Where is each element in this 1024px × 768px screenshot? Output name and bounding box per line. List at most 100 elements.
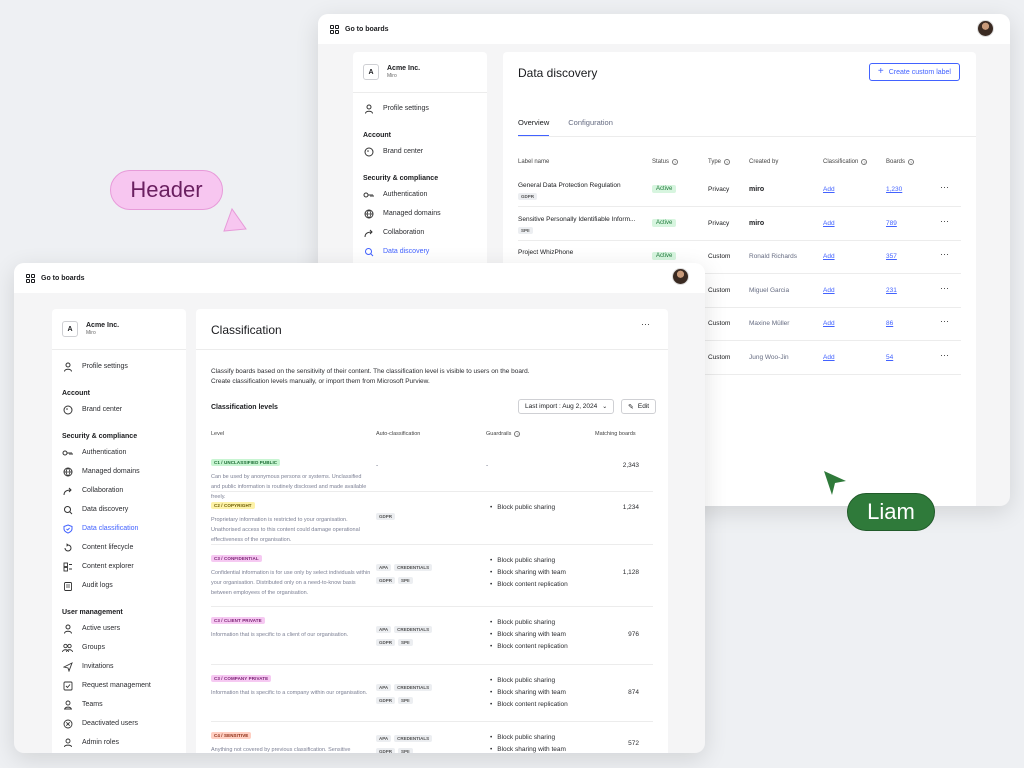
boards-count-link[interactable]: 54	[886, 353, 894, 361]
row-more-icon[interactable]: ···	[940, 249, 949, 259]
sidebar-item-label: Audit logs	[82, 582, 113, 589]
sidebar-item-authentication[interactable]: Authentication	[52, 443, 186, 462]
matching-boards-count: 1,128	[622, 569, 639, 576]
page-description: Classify boards based on the sensitivity…	[211, 367, 530, 387]
sidebar-item-authentication[interactable]: Authentication	[353, 185, 487, 204]
sidebar-item-label: Profile settings	[82, 363, 128, 370]
row-more-icon[interactable]: ···	[940, 349, 949, 360]
add-classification-link[interactable]: Add	[823, 320, 835, 327]
sidebar-item-brand-center[interactable]: Brand center	[353, 142, 487, 161]
avatar[interactable]	[672, 268, 689, 285]
sidebar-item-content-explorer[interactable]: Content explorer	[52, 557, 186, 576]
label-name[interactable]: Sensitive Personally Identifiable Inform…	[518, 215, 636, 223]
sidebar-item-data-classification[interactable]: Data classification	[52, 519, 186, 538]
sidebar-item-groups[interactable]: Groups	[52, 638, 186, 657]
sidebar-item-managed-domains[interactable]: Managed domains	[52, 462, 186, 481]
share-icon	[62, 485, 73, 496]
sidebar-item-active-users[interactable]: Active users	[52, 619, 186, 638]
sidebar-item-label: Request management	[82, 682, 151, 689]
sidebar-item-data-discovery[interactable]: Data discovery	[353, 242, 487, 261]
status-badge: Active	[652, 185, 677, 193]
top-bar: Go to boards	[318, 14, 1010, 44]
auto-tag: SPII	[398, 748, 413, 753]
more-options-icon[interactable]: ···	[641, 319, 650, 329]
boards-count-link[interactable]: 1,230	[886, 186, 903, 193]
classification-row[interactable]: C3 / COMPANY PRIVATE Information that is …	[211, 665, 653, 722]
import-select[interactable]: Last import : Aug 2, 2024 ⌄	[518, 399, 615, 414]
auto-tag: CREDENTIALS	[394, 564, 433, 571]
boards-count-link[interactable]: 231	[886, 286, 897, 294]
classification-row[interactable]: C3 / CONFIDENTIAL Confidential informatio…	[211, 545, 653, 607]
add-classification-link[interactable]: Add	[823, 219, 835, 227]
auto-tag: GDPR	[376, 748, 396, 753]
boards-count-link[interactable]: 86	[886, 320, 894, 327]
sidebar-item-deactivated-users[interactable]: Deactivated users	[52, 714, 186, 733]
boards-count-link[interactable]: 357	[886, 253, 897, 260]
add-classification-link[interactable]: Add	[823, 353, 835, 361]
label-tag: GDPR	[518, 193, 538, 200]
sidebar-item-teams[interactable]: Teams	[52, 695, 186, 714]
org-header[interactable]: A Acme Inc. Miro	[52, 309, 186, 350]
description-line-1: Classify boards based on the sensitivity…	[211, 368, 530, 375]
auto-tag: GDPR	[376, 513, 396, 520]
sidebar-item-invitations[interactable]: Invitations	[52, 657, 186, 676]
sidebar-item-content-lifecycle[interactable]: Content lifecycle	[52, 538, 186, 557]
create-custom-label-label: Create custom label	[888, 68, 951, 76]
auto-tag: GDPR	[376, 639, 396, 646]
guardrail-item: Block sharing with team	[490, 687, 568, 699]
row-more-icon[interactable]: ···	[940, 282, 949, 293]
sidebar-item-data-discovery[interactable]: Data discovery	[52, 500, 186, 519]
sidebar-item-label: Managed domains	[383, 210, 441, 217]
row-more-icon[interactable]: ···	[940, 182, 949, 192]
table-row[interactable]: Custom Maxine Müller Add 86 ···	[518, 308, 961, 341]
table-row[interactable]: Custom Jung Woo-Jin Add 54 ···	[518, 342, 961, 375]
label-name[interactable]: Project WhizPhone	[518, 249, 574, 256]
classification-row[interactable]: C2 / COPYRIGHT Proprietary information is…	[211, 492, 653, 545]
header-cursor-arrow-icon	[223, 207, 247, 232]
add-classification-link[interactable]: Add	[823, 253, 835, 260]
table-row[interactable]: General Data Protection Regulation GDPR Ac…	[518, 174, 961, 207]
table-row[interactable]: Project WhizPhone Active Custom Ronald Rich…	[518, 241, 961, 274]
sidebar-item-managed-domains[interactable]: Managed domains	[353, 204, 487, 223]
tab-configuration[interactable]: Configuration	[568, 118, 613, 127]
classification-row[interactable]: C3 / CLIENT PRIVATE Information that is s…	[211, 607, 653, 665]
table-row[interactable]: Sensitive Personally Identifiable Inform…	[518, 208, 961, 241]
edit-button[interactable]: ✎ Edit	[621, 399, 657, 414]
create-custom-label-button[interactable]: + Create custom label	[868, 63, 960, 81]
palette-icon	[62, 404, 73, 415]
guardrail-item: Block content replication	[490, 579, 567, 591]
go-to-boards-button[interactable]: Go to boards	[26, 273, 85, 283]
col-matching-boards: Matching boards	[595, 431, 636, 437]
avatar[interactable]	[977, 20, 994, 37]
org-header[interactable]: A Acme Inc. Miro	[353, 52, 487, 93]
org-name: Acme Inc.	[86, 322, 120, 329]
add-classification-link[interactable]: Add	[823, 286, 835, 294]
add-classification-link[interactable]: Add	[823, 186, 835, 193]
go-to-boards-button[interactable]: Go to boards	[330, 24, 389, 34]
sidebar-item-audit-logs[interactable]: Audit logs	[52, 576, 186, 595]
classification-row[interactable]: C1 / UNCLASSIFIED PUBLIC Can be used by a…	[211, 449, 653, 500]
row-more-icon[interactable]: ···	[940, 215, 949, 226]
tab-overview[interactable]: Overview	[518, 118, 550, 136]
table-row[interactable]: Custom Miguel Garcia Add 231 ···	[518, 275, 961, 308]
label-name[interactable]: General Data Protection Regulation	[518, 182, 621, 189]
level-badge: C3 / COMPANY PRIVATE	[211, 675, 272, 682]
sidebar-item-admin-roles[interactable]: Admin roles	[52, 733, 186, 752]
key-icon	[363, 189, 374, 200]
sidebar-item-profile-settings[interactable]: Profile settings	[52, 357, 186, 376]
org-badge: A	[62, 321, 78, 337]
sidebar-item-profile-settings[interactable]: Profile settings	[353, 99, 487, 118]
row-more-icon[interactable]: ···	[940, 316, 949, 326]
edit-label: Edit	[637, 403, 650, 410]
org-badge: A	[363, 64, 379, 80]
sidebar-item-collaboration[interactable]: Collaboration	[52, 481, 186, 500]
boards-count-link[interactable]: 789	[886, 219, 897, 227]
sidebar-item-collaboration[interactable]: Collaboration	[353, 223, 487, 242]
classification-row[interactable]: C4 / SENSITIVE Anything not covered by pr…	[211, 722, 653, 753]
sidebar-item-brand-center[interactable]: Brand center	[52, 400, 186, 419]
sidebar-item-request-management[interactable]: Request management	[52, 676, 186, 695]
person-icon	[62, 623, 73, 634]
guardrails-empty: -	[486, 462, 489, 469]
front-window: Go to boards A Acme Inc. Miro Profile se…	[14, 263, 705, 753]
sidebar-item-label: Collaboration	[82, 487, 124, 494]
